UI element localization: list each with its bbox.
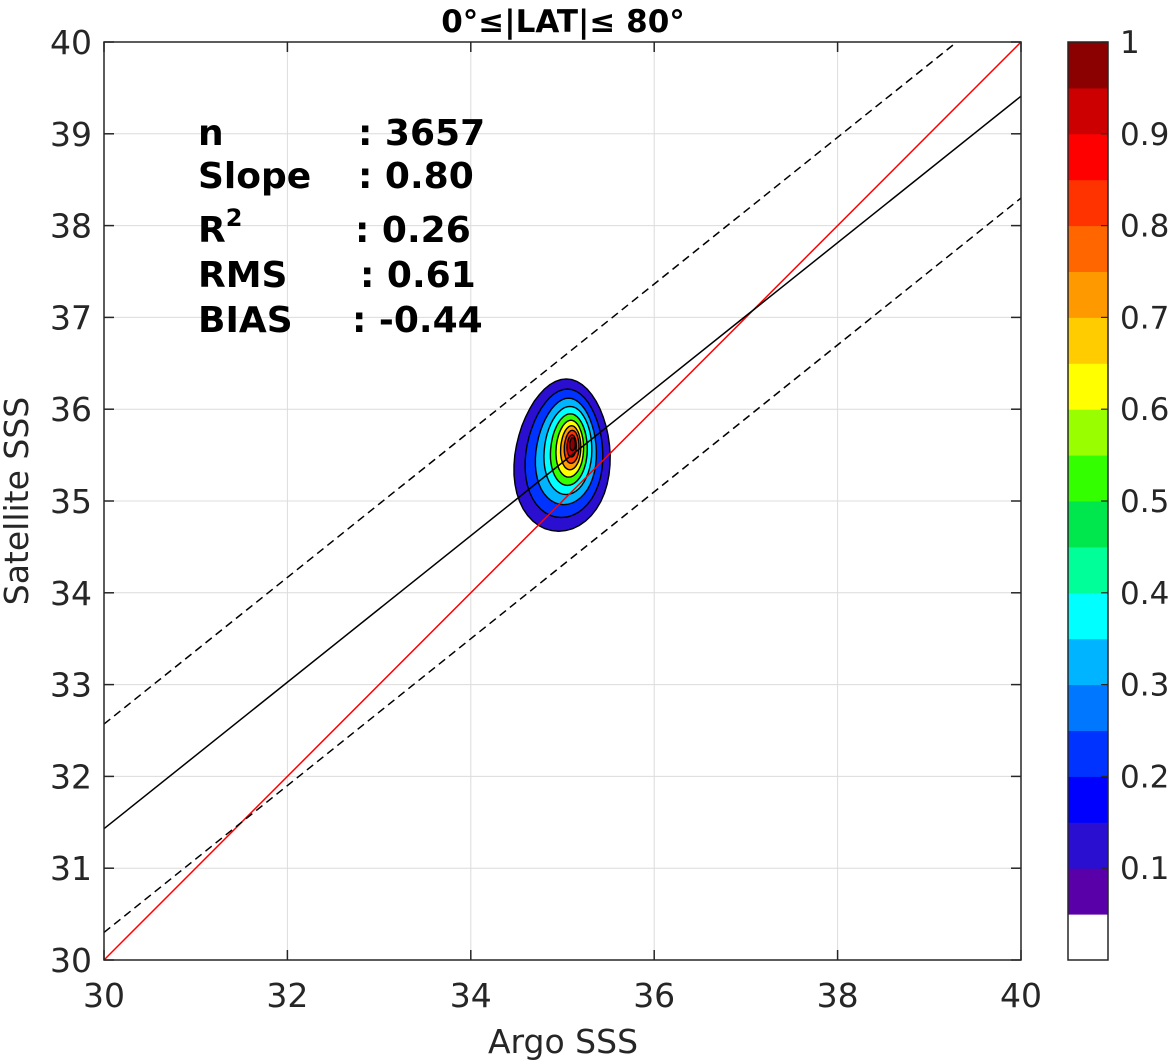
upper-bound-line [103,41,958,725]
colorbar-tick-label: 0.8 [1120,209,1169,245]
colorbar-swatch [1068,776,1108,823]
colorbar: 0.1 0.2 0.3 0.4 0.5 0.6 0.7 0.8 0.9 1 [1067,25,1169,961]
stat-key: n [198,113,224,154]
colorbar-tick-label: 0.4 [1120,576,1169,612]
colorbar-swatch [1068,638,1108,686]
colorbar-swatch [1068,42,1108,89]
reference-lines [103,41,1022,961]
density-contour-level [569,437,576,452]
x-tick-label: 38 [817,976,859,1015]
colorbar-tick-label: 1 [1120,25,1140,61]
y-tick-label: 38 [50,207,92,246]
x-axis: 30 32 34 36 38 40 [83,42,1042,1015]
y-tick-label: 31 [50,849,92,888]
colorbar-tick-label: 0.5 [1120,484,1169,520]
y-tick-label: 37 [50,298,92,337]
y-tick-label: 32 [50,757,92,796]
colorbar-swatch [1068,363,1108,410]
colorbar-swatch [1068,546,1108,594]
colorbar-swatch [1068,592,1108,640]
stat-value: : 0.26 [355,210,471,251]
colorbar-swatch [1068,868,1108,915]
stat-value: : 0.61 [360,255,476,296]
x-tick-label: 32 [266,976,308,1015]
chart-title: 0°≤|LAT|≤ 80° [441,4,685,40]
stat-key: R2 [198,204,242,251]
colorbar-tick-label: 0.7 [1120,300,1169,336]
colorbar-swatch [1068,822,1108,869]
colorbar-swatch [1068,179,1108,227]
lower-bound-line [103,197,1022,934]
y-tick-label: 35 [50,482,92,521]
colorbar-tick-label: 0.3 [1120,668,1169,704]
colorbar-swatch [1068,317,1108,364]
x-tick-label: 34 [450,976,492,1015]
stat-value: : 0.80 [358,156,474,197]
density-contours [513,378,611,533]
colorbar-swatch [1068,271,1108,318]
x-tick-label: 40 [1000,976,1042,1015]
colorbar-swatch [1068,730,1108,777]
stat-key: BIAS [198,300,293,341]
y-axis: 30 31 32 33 34 35 36 37 38 39 40 [50,23,1021,980]
colorbar-swatch [1068,501,1108,548]
stat-value: : 3657 [358,113,485,154]
colorbar-swatch [1068,914,1108,961]
x-axis-label: Argo SSS [488,1022,638,1061]
colorbar-swatch [1068,455,1108,502]
y-tick-label: 30 [50,941,92,980]
regression-line [103,95,1022,830]
stat-key: RMS [198,255,287,296]
y-axis-label: Satellite SSS [0,397,36,606]
y-tick-label: 33 [50,666,92,705]
colorbar-tick-label: 0.1 [1120,851,1169,887]
colorbar-tick-label: 0.9 [1120,117,1169,153]
colorbar-tick-label: 0.6 [1120,392,1169,428]
y-tick-label: 40 [50,23,92,62]
colorbar-tick-label: 0.2 [1120,759,1169,795]
stat-value: : -0.44 [352,300,483,341]
colorbar-swatch [1068,409,1108,456]
x-tick-label: 30 [83,976,125,1015]
x-tick-label: 36 [633,976,675,1015]
one-to-one-line [103,41,1022,961]
colorbar-swatch [1068,87,1108,135]
colorbar-swatch [1068,133,1108,181]
colorbar-swatch [1068,684,1108,731]
colorbar-swatch [1068,225,1108,272]
y-tick-label: 34 [50,574,92,613]
y-tick-label: 39 [50,115,92,154]
y-tick-label: 36 [50,390,92,429]
stats-box: n : 3657 Slope : 0.80 R2 : 0.26 RMS : 0.61 BIAS:… [198,113,485,341]
stat-key: Slope [198,156,311,197]
